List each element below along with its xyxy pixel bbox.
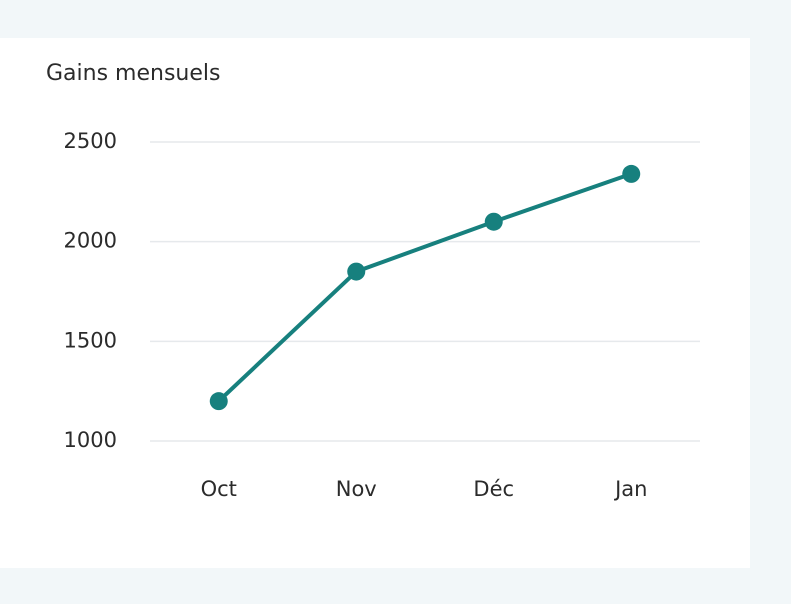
data-point <box>484 212 503 231</box>
card <box>0 38 750 568</box>
y-tick-label: 2500 <box>64 129 117 153</box>
y-tick-label: 1500 <box>64 328 117 352</box>
data-point <box>622 164 641 183</box>
chart-title: Gains mensuels <box>46 61 220 86</box>
data-line <box>217 172 632 403</box>
y-tick-label: 2000 <box>64 229 117 253</box>
x-tick-label: Nov <box>336 477 377 501</box>
data-point <box>347 262 366 281</box>
x-tick-label: Déc <box>473 477 514 501</box>
x-tick-label: Oct <box>201 477 237 501</box>
x-tick-label: Jan <box>613 477 647 501</box>
y-tick-label: 1000 <box>64 428 117 452</box>
data-point <box>209 392 228 411</box>
